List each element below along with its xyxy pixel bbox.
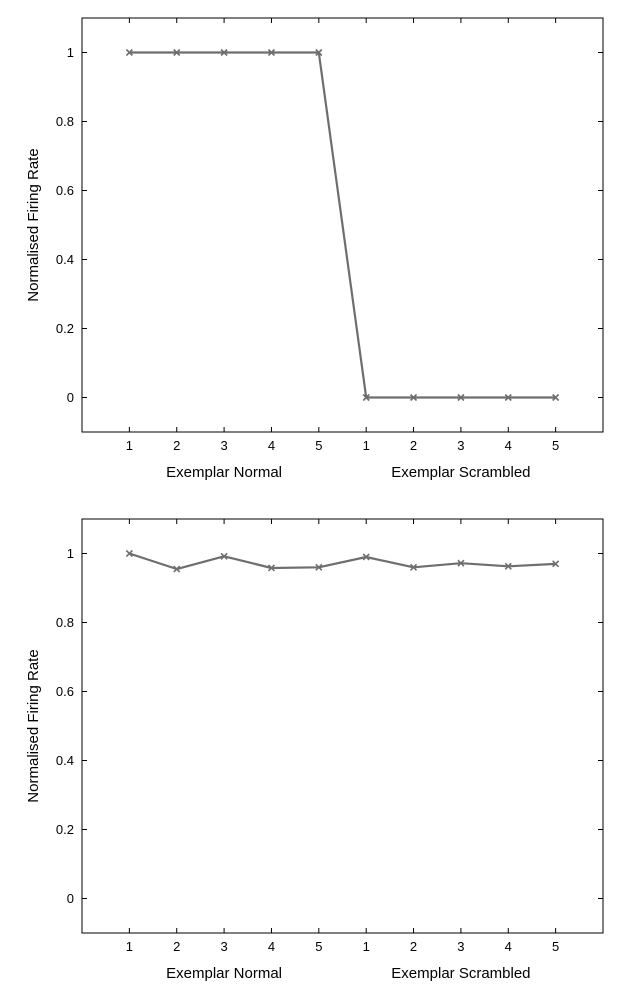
- x-tick-label: 1: [363, 939, 370, 954]
- x-tick-label: 2: [410, 939, 417, 954]
- x-tick-label: 5: [315, 438, 322, 453]
- x-tick-label: 2: [173, 939, 180, 954]
- x-tick-label: 1: [363, 438, 370, 453]
- data-point: [457, 393, 465, 402]
- series-line: [129, 51, 556, 399]
- data-point: [125, 48, 133, 57]
- y-axis-label: Normalised Firing Rate: [25, 148, 42, 301]
- y-tick-label: 0.4: [56, 252, 74, 267]
- x-group-label: Exemplar Scrambled: [391, 464, 530, 481]
- y-tick-label: 1: [67, 546, 74, 561]
- data-point: [552, 560, 560, 568]
- data-point: [173, 48, 181, 57]
- x-tick-label: 5: [315, 939, 322, 954]
- y-tick-label: 0.6: [56, 183, 74, 198]
- data-point: [504, 562, 512, 570]
- data-point: [504, 393, 512, 402]
- x-tick-label: 3: [457, 438, 464, 453]
- data-point: [220, 552, 228, 560]
- x-tick-label: 2: [173, 438, 180, 453]
- y-tick-label: 0.2: [56, 822, 74, 837]
- x-tick-label: 5: [552, 939, 559, 954]
- x-tick-label: 1: [126, 438, 133, 453]
- plot-frame: [81, 17, 604, 433]
- y-tick-label: 0.8: [56, 114, 74, 129]
- x-tick-label: 4: [268, 438, 275, 453]
- data-point: [457, 559, 465, 567]
- x-tick-label: 3: [220, 939, 227, 954]
- data-point: [315, 563, 323, 571]
- chart-bottom: 0 0.2 0.4 0.6 0.8 1 1 2 3 4 5 1 2 3 4 5 Exemplar Normal E…: [25, 518, 604, 982]
- x-group-label: Exemplar Normal: [166, 965, 282, 982]
- x-tick-label: 4: [505, 438, 512, 453]
- x-tick-label: 1: [126, 939, 133, 954]
- y-tick-label: 0.6: [56, 684, 74, 699]
- y-axis-label: Normalised Firing Rate: [25, 649, 42, 802]
- x-group-label: Exemplar Normal: [166, 464, 282, 481]
- y-tick-label: 0.8: [56, 615, 74, 630]
- data-point: [362, 393, 370, 402]
- x-tick-label: 4: [505, 939, 512, 954]
- x-group-label: Exemplar Scrambled: [391, 965, 530, 982]
- series-line: [129, 552, 556, 571]
- y-tick-label: 0.4: [56, 753, 74, 768]
- x-tick-label: 2: [410, 438, 417, 453]
- x-tick-label: 4: [268, 939, 275, 954]
- data-point: [409, 563, 418, 571]
- x-tick-label: 5: [552, 438, 559, 453]
- y-tick-label: 0: [67, 390, 74, 405]
- data-point: [267, 564, 276, 572]
- plot-frame: [81, 518, 604, 934]
- x-tick-label: 3: [457, 939, 464, 954]
- data-point: [409, 393, 418, 402]
- data-point: [552, 393, 560, 402]
- chart-top: 0 0.2 0.4 0.6 0.8 1 1 2 3 4 5 1 2 3 4 5 Exemplar Normal E…: [25, 17, 604, 481]
- data-point: [267, 48, 276, 57]
- data-point: [315, 48, 323, 57]
- y-tick-label: 0: [67, 891, 74, 906]
- data-point: [125, 549, 133, 558]
- x-tick-label: 3: [220, 438, 227, 453]
- data-point: [362, 553, 370, 561]
- data-point: [220, 48, 228, 57]
- y-tick-label: 0.2: [56, 321, 74, 336]
- data-point: [173, 565, 181, 573]
- y-tick-label: 1: [67, 45, 74, 60]
